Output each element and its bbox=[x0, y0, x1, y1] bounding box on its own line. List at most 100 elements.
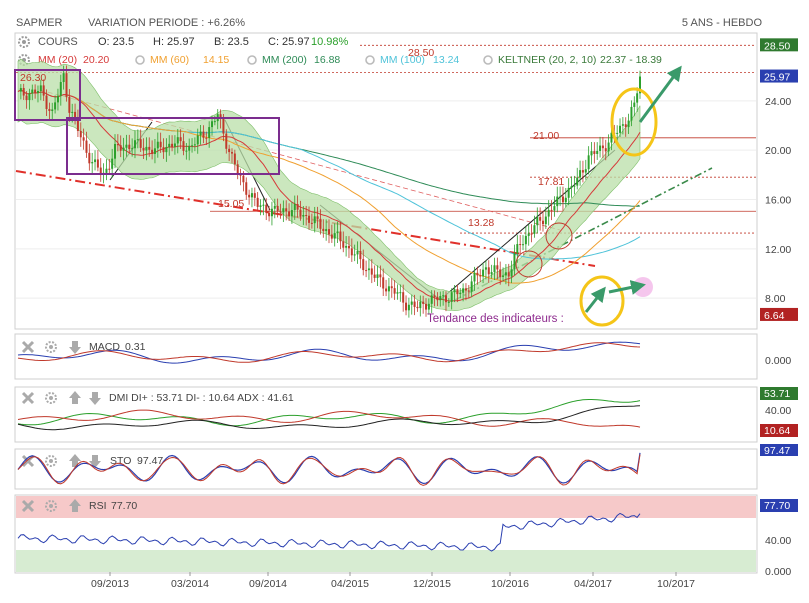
candle-body bbox=[142, 147, 145, 151]
tag-low: 6.64 bbox=[764, 310, 785, 322]
candle-body bbox=[487, 267, 490, 275]
candle-body bbox=[405, 302, 408, 311]
time-tick-label: 12/2015 bbox=[413, 578, 451, 590]
candle-body bbox=[153, 148, 156, 154]
candle-body bbox=[479, 275, 482, 277]
candle-body bbox=[576, 177, 579, 186]
candle-body bbox=[168, 143, 171, 148]
change-value: 10.98% bbox=[311, 36, 349, 48]
price-panel bbox=[14, 32, 758, 330]
dmi-up-arrow-icon[interactable] bbox=[69, 391, 81, 404]
price-tick-label: 24.00 bbox=[765, 96, 791, 108]
candle-body bbox=[145, 146, 148, 151]
candle-body bbox=[513, 253, 516, 270]
candle-body bbox=[313, 216, 316, 224]
candle-body bbox=[544, 216, 547, 225]
candle-body bbox=[202, 131, 205, 138]
candle-body bbox=[259, 205, 262, 207]
candle-body bbox=[282, 208, 285, 213]
candle-body bbox=[353, 254, 356, 256]
sto-tag: 97.47 bbox=[760, 444, 798, 457]
time-tick-label: 10/2016 bbox=[491, 578, 529, 590]
candle-body bbox=[390, 286, 393, 289]
candle-body bbox=[590, 151, 593, 156]
candle-body bbox=[139, 139, 142, 148]
macd-down-arrow-icon[interactable] bbox=[69, 341, 81, 354]
candle-body bbox=[482, 269, 485, 277]
level-label-2850: 28.50 bbox=[408, 47, 434, 59]
mm60-gear-icon[interactable] bbox=[135, 55, 145, 65]
candle-body bbox=[561, 196, 564, 203]
ohlc-legend: COURS O: 23.5 H: 25.97 B: 23.5 C: 25.97 … bbox=[18, 36, 349, 48]
candle-body bbox=[151, 149, 154, 154]
dmi-tag-up: 53.71 bbox=[760, 387, 798, 400]
mm20-label: MM (20) bbox=[38, 54, 77, 66]
candle-body bbox=[490, 272, 493, 275]
candle-body bbox=[422, 301, 425, 304]
candle-body bbox=[225, 133, 228, 149]
candle-body bbox=[293, 204, 296, 211]
candle-body bbox=[370, 268, 373, 275]
mm200-value: 16.88 bbox=[314, 54, 340, 66]
candle-body bbox=[316, 216, 319, 219]
candle-body bbox=[604, 148, 607, 152]
candle-body bbox=[607, 142, 610, 152]
candle-body bbox=[205, 137, 208, 139]
candle-body bbox=[499, 269, 502, 277]
candle-body bbox=[91, 162, 94, 164]
macd-gear-icon[interactable] bbox=[45, 341, 57, 353]
candle-body bbox=[356, 251, 359, 255]
mm60-label: MM (60) bbox=[150, 54, 189, 66]
candle-body bbox=[376, 274, 379, 278]
candle-body bbox=[407, 304, 410, 311]
candle-body bbox=[71, 111, 74, 113]
gear-icon[interactable] bbox=[18, 36, 30, 48]
indicator-highlight bbox=[579, 275, 625, 327]
rsi-up-arrow-icon[interactable] bbox=[69, 499, 81, 512]
candle-body bbox=[593, 151, 596, 154]
candle-body bbox=[22, 88, 25, 96]
dmi-down-arrow-icon[interactable] bbox=[89, 392, 101, 405]
bearish-trendline-secondary bbox=[39, 89, 561, 231]
candle-body bbox=[456, 289, 459, 295]
candle-body bbox=[504, 272, 507, 276]
rsi-value: 77.70 bbox=[111, 500, 137, 512]
macd-value: 0.31 bbox=[125, 341, 146, 353]
sto-gear-icon[interactable] bbox=[45, 455, 57, 467]
candle-body bbox=[462, 288, 465, 293]
price-tick-label: 12.00 bbox=[765, 244, 791, 256]
macd-close-icon[interactable] bbox=[21, 340, 35, 354]
pullback-circle bbox=[515, 250, 543, 278]
candle-body bbox=[208, 127, 211, 138]
candle-body bbox=[325, 229, 328, 232]
rsi-line bbox=[17, 512, 641, 552]
candle-body bbox=[322, 228, 325, 232]
rsi-close-icon[interactable] bbox=[21, 499, 35, 513]
tag-high: 28.50 bbox=[764, 40, 790, 52]
candle-body bbox=[245, 182, 248, 195]
keltner-gear-icon[interactable] bbox=[483, 55, 493, 65]
candle-body bbox=[553, 206, 556, 211]
tag-high-bg bbox=[760, 38, 798, 52]
candle-body bbox=[111, 158, 114, 169]
candle-body bbox=[430, 295, 433, 304]
candle-body bbox=[96, 159, 99, 168]
dmi-close-icon[interactable] bbox=[21, 391, 35, 405]
rsi-tick-40: 40.00 bbox=[765, 535, 791, 547]
candle-body bbox=[88, 152, 91, 164]
sto-down-arrow-icon[interactable] bbox=[89, 455, 101, 468]
rsi-gear-icon[interactable] bbox=[45, 500, 57, 512]
candle-body bbox=[467, 290, 470, 292]
candle-body bbox=[493, 265, 496, 273]
chart-annotations bbox=[14, 65, 682, 327]
candle-body bbox=[550, 209, 553, 211]
candle-body bbox=[230, 152, 233, 154]
mm200-gear-icon[interactable] bbox=[247, 55, 257, 65]
dmi-gear-icon[interactable] bbox=[45, 392, 57, 404]
dmi-panel bbox=[14, 386, 758, 443]
candle-body bbox=[336, 231, 339, 234]
candle-body bbox=[379, 274, 382, 278]
candle-body bbox=[262, 204, 265, 206]
mm100-gear-icon[interactable] bbox=[365, 55, 375, 65]
candle-body bbox=[630, 106, 633, 121]
